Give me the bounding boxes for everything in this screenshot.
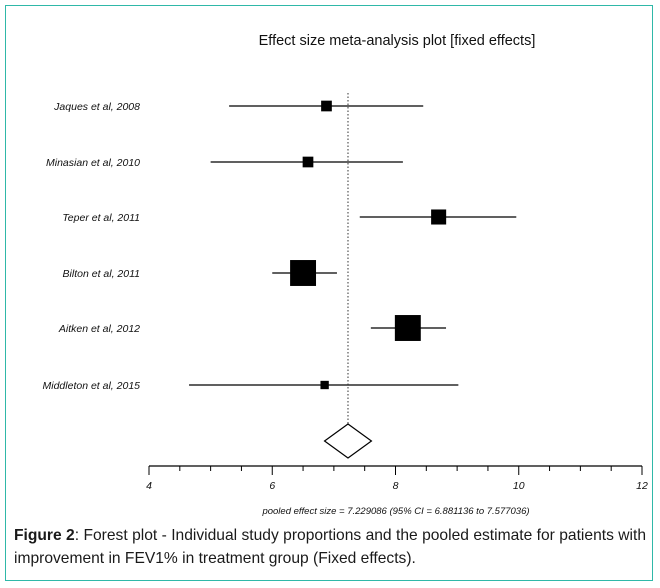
tick-label: 4 <box>146 480 152 492</box>
study-rows: Jaques et al, 2008 Minasian et al, 2010 Te… <box>43 100 517 392</box>
chart-title: Effect size meta-analysis plot [fixed ef… <box>259 33 536 49</box>
pooled-effect-label: pooled effect size = 7.229086 (95% CI = … <box>261 506 529 517</box>
weight-square <box>394 315 421 341</box>
x-axis: 4 6 8 10 12 <box>146 465 648 492</box>
pooled-diamond <box>323 423 373 459</box>
weight-square <box>320 380 329 390</box>
weight-square <box>321 100 332 112</box>
weight-square <box>302 156 314 168</box>
tick-label: 12 <box>636 480 648 492</box>
study-label: Minasian et al, 2010 <box>46 157 140 169</box>
tick-label: 8 <box>393 480 399 492</box>
tick-label: 6 <box>269 480 275 492</box>
study-label: Aitken et al, 2012 <box>58 323 140 335</box>
weight-square <box>290 260 317 286</box>
caption-text: : Forest plot - Individual study proport… <box>14 527 647 567</box>
figure-caption: Figure 2: Forest plot - Individual study… <box>14 524 646 570</box>
pooled-estimate <box>323 93 373 459</box>
study-label: Jaques et al, 2008 <box>53 101 140 113</box>
study-label: Teper et al, 2011 <box>62 212 140 224</box>
caption-label: Figure 2 <box>14 527 75 544</box>
weight-square <box>431 209 447 225</box>
tick-label: 10 <box>513 480 525 492</box>
study-label: Bilton et al, 2011 <box>63 268 140 280</box>
study-label: Middleton et al, 2015 <box>43 380 141 392</box>
